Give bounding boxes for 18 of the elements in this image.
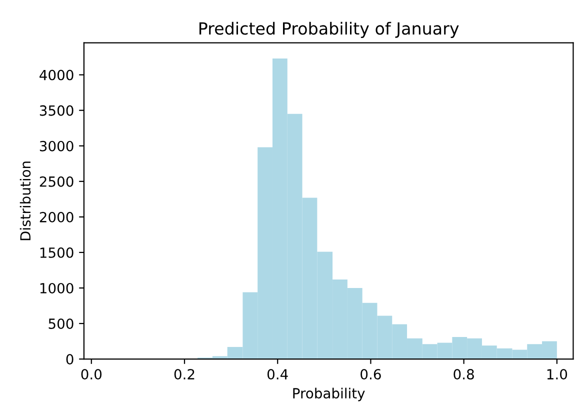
y-tick-label: 1000 xyxy=(40,282,74,294)
y-axis-title: Distribution xyxy=(20,162,31,240)
y-tick-label: 0 xyxy=(66,354,74,365)
y-tick-label: 2000 xyxy=(40,212,74,222)
y-tick-label: 4000 xyxy=(40,70,74,80)
x-tick-label: 0.4 xyxy=(267,369,288,380)
y-tick-label: 2500 xyxy=(40,176,74,187)
x-tick-label: 0.8 xyxy=(454,369,474,380)
y-tick-label: 1500 xyxy=(40,247,74,258)
y-tick-label: 3500 xyxy=(40,105,74,116)
x-tick-label: 0.0 xyxy=(81,369,102,380)
y-tick-label: 500 xyxy=(48,318,74,329)
y-tick-label: 3000 xyxy=(40,140,74,152)
x-axis-title: Probability xyxy=(293,388,365,402)
x-tick-label: 1.0 xyxy=(547,369,568,380)
x-tick-label: 0.6 xyxy=(360,369,381,380)
chart-title: Predicted Probability of January xyxy=(199,22,459,38)
x-tick-label: 0.2 xyxy=(174,369,194,380)
